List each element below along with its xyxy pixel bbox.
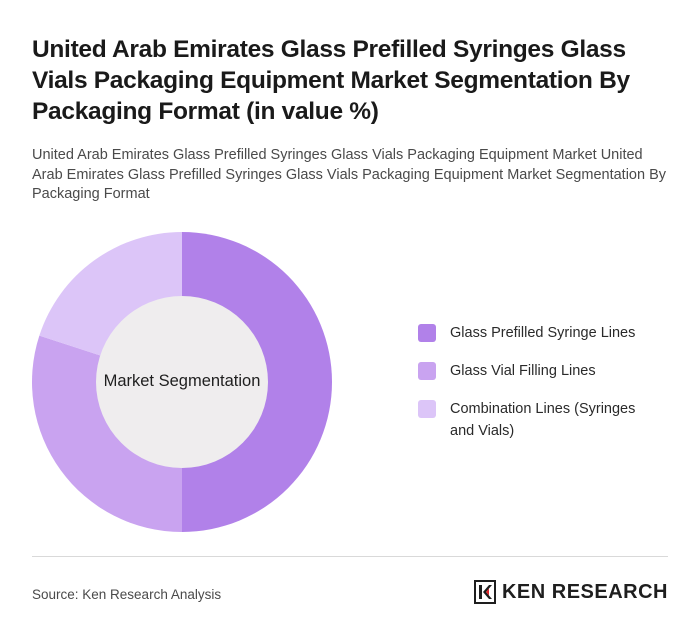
chart-subtitle: United Arab Emirates Glass Prefilled Syr… (32, 147, 666, 202)
legend-item: Glass Prefilled Syringe Lines (418, 322, 678, 344)
legend-item: Glass Vial Filling Lines (418, 360, 678, 382)
ken-logo-icon (473, 580, 496, 604)
brand-logo: KEN RESEARCH (473, 580, 668, 604)
donut-hole (96, 296, 268, 468)
donut-center-label: Market Segmentation (103, 372, 261, 390)
legend-swatch (418, 400, 436, 418)
chart-title: United Arab Emirates Glass Prefilled Syr… (32, 36, 630, 125)
donut-chart (32, 232, 332, 532)
legend-label: Glass Prefilled Syringe Lines (450, 325, 636, 341)
footer-divider (32, 556, 668, 557)
legend-item: Combination Lines (Syringes and Vials) (418, 398, 678, 442)
legend-label: Combination Lines (Syringes and Vials) (450, 401, 636, 439)
legend-label: Glass Vial Filling Lines (450, 363, 596, 379)
source-note: Source: Ken Research Analysis (32, 587, 222, 602)
brand-name: KEN RESEARCH (501, 580, 668, 603)
legend-swatch (418, 324, 436, 342)
legend-swatch (418, 362, 436, 380)
chart-legend: Glass Prefilled Syringe Lines Glass Vial… (418, 322, 678, 458)
